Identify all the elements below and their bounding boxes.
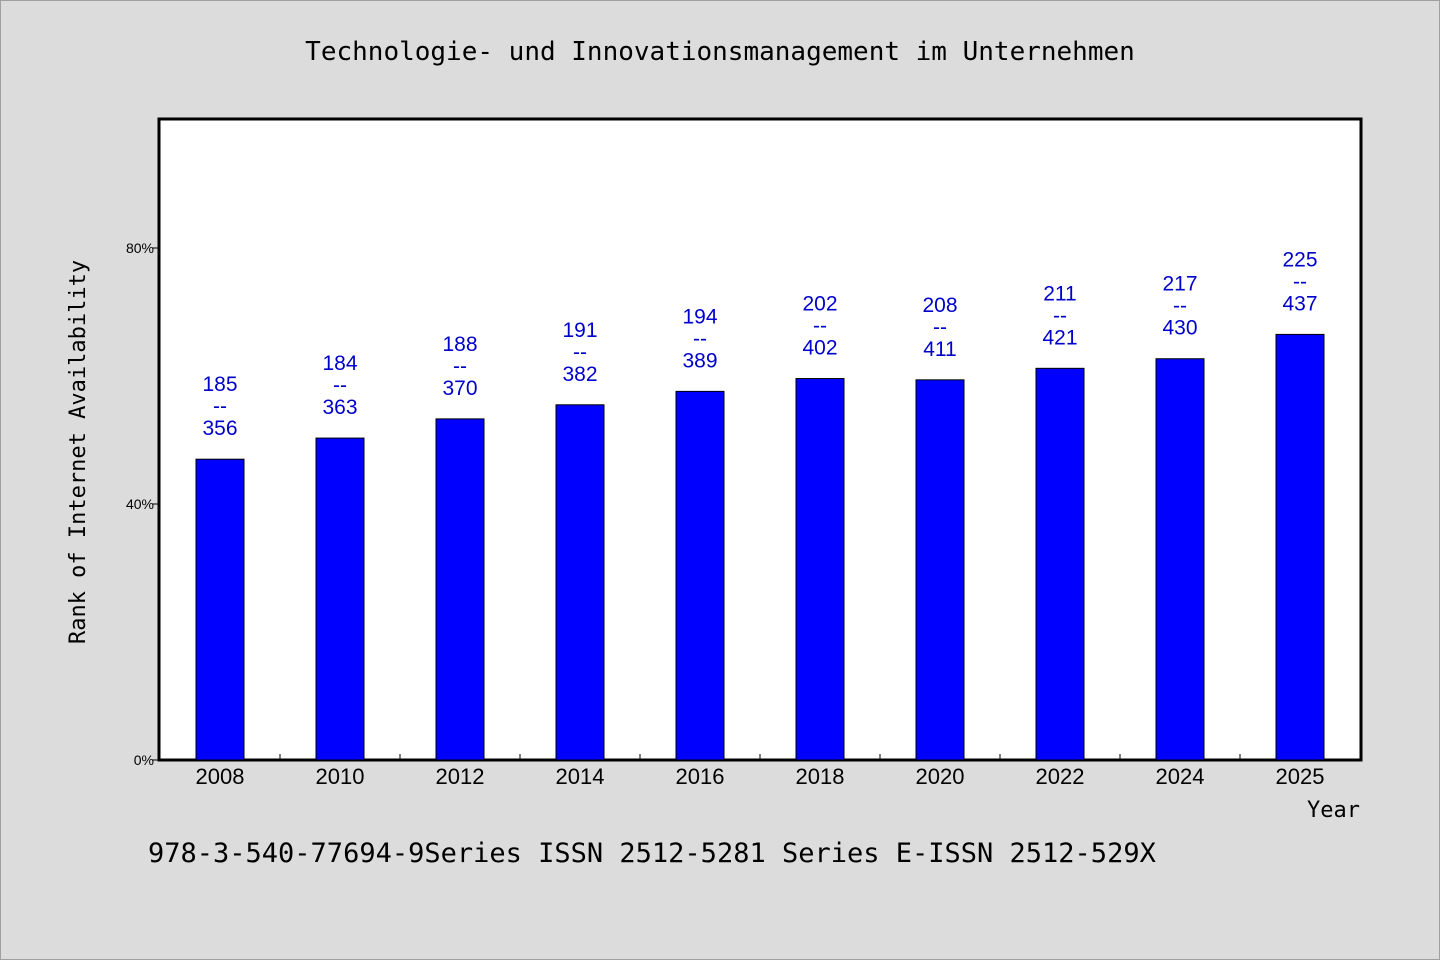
bar-2016	[675, 390, 725, 761]
data-label-2018-1: --	[813, 315, 827, 338]
data-labels-group: 185--356184--363188--370191--382194--389…	[202, 248, 1317, 440]
data-label-2020-2: 411	[923, 338, 956, 361]
x-tick-label: 2024	[1156, 764, 1205, 789]
data-label-2022-1: --	[1053, 304, 1067, 327]
x-tick-label: 2018	[796, 764, 845, 789]
x-tick-label: 2020	[916, 764, 965, 789]
bar-2010	[315, 437, 365, 761]
data-label-2016-2: 389	[682, 349, 717, 372]
x-tick-label: 2016	[676, 764, 725, 789]
data-label-2016-0: 194	[682, 305, 717, 328]
data-label-2018-2: 402	[802, 337, 837, 360]
data-label-2008-0: 185	[202, 373, 237, 396]
bar-2024	[1155, 358, 1205, 761]
bar-2022	[1035, 367, 1085, 761]
data-label-2010-0: 184	[322, 352, 357, 375]
data-label-2020-1: --	[933, 316, 947, 339]
data-label-2012-1: --	[453, 355, 467, 378]
x-tick-label: 2010	[316, 764, 365, 789]
data-label-2024-0: 217	[1162, 273, 1197, 296]
data-label-2014-0: 191	[562, 319, 597, 342]
x-tick-label: 2008	[196, 764, 245, 789]
x-tick-label: 2025	[1276, 764, 1325, 789]
data-label-2025-2: 437	[1282, 292, 1317, 315]
bars-group	[195, 333, 1325, 761]
data-label-2025-1: --	[1293, 270, 1307, 293]
data-label-2014-2: 382	[562, 363, 597, 386]
bar-2008	[195, 458, 245, 761]
data-label-2025-0: 225	[1282, 248, 1317, 271]
data-label-2008-1: --	[213, 395, 227, 418]
data-label-2014-1: --	[573, 341, 587, 364]
data-label-2010-1: --	[333, 374, 347, 397]
data-label-2018-0: 202	[802, 293, 837, 316]
data-label-2024-1: --	[1173, 295, 1187, 318]
y-tick-label: 0%	[134, 752, 154, 768]
bar-2025	[1275, 333, 1325, 761]
data-label-2016-1: --	[693, 327, 707, 350]
y-axis-label: Rank of Internet Availability	[66, 260, 91, 644]
bar-2014	[555, 404, 605, 761]
data-label-2008-2: 356	[202, 417, 237, 440]
bar-2018	[795, 378, 845, 761]
footer-text: 978-3-540-77694-9Series ISSN 2512-5281 S…	[148, 838, 1156, 869]
data-label-2010-2: 363	[322, 396, 357, 419]
data-label-2022-2: 421	[1042, 326, 1077, 349]
bar-2012	[435, 418, 485, 761]
x-axis-label: Year	[1307, 798, 1360, 823]
x-tick-label: 2022	[1036, 764, 1085, 789]
y-axis: 0% 40% 80%	[126, 240, 160, 768]
data-label-2022-0: 211	[1043, 282, 1076, 305]
data-label-2012-2: 370	[442, 377, 477, 400]
x-tick-label: 2014	[556, 764, 605, 789]
data-label-2024-2: 430	[1162, 317, 1197, 340]
y-tick-label: 40%	[126, 496, 154, 512]
y-tick-label: 80%	[126, 240, 154, 256]
chart-title: Technologie- und Innovationsmanagement i…	[305, 37, 1135, 67]
x-axis: 2008 2010 2012 2014 2016 2018 2020 2022 2024 2025	[196, 754, 1325, 789]
data-label-2020-0: 208	[922, 294, 957, 317]
bar-2020	[915, 379, 965, 761]
x-tick-label: 2012	[436, 764, 485, 789]
data-label-2012-0: 188	[442, 333, 477, 356]
